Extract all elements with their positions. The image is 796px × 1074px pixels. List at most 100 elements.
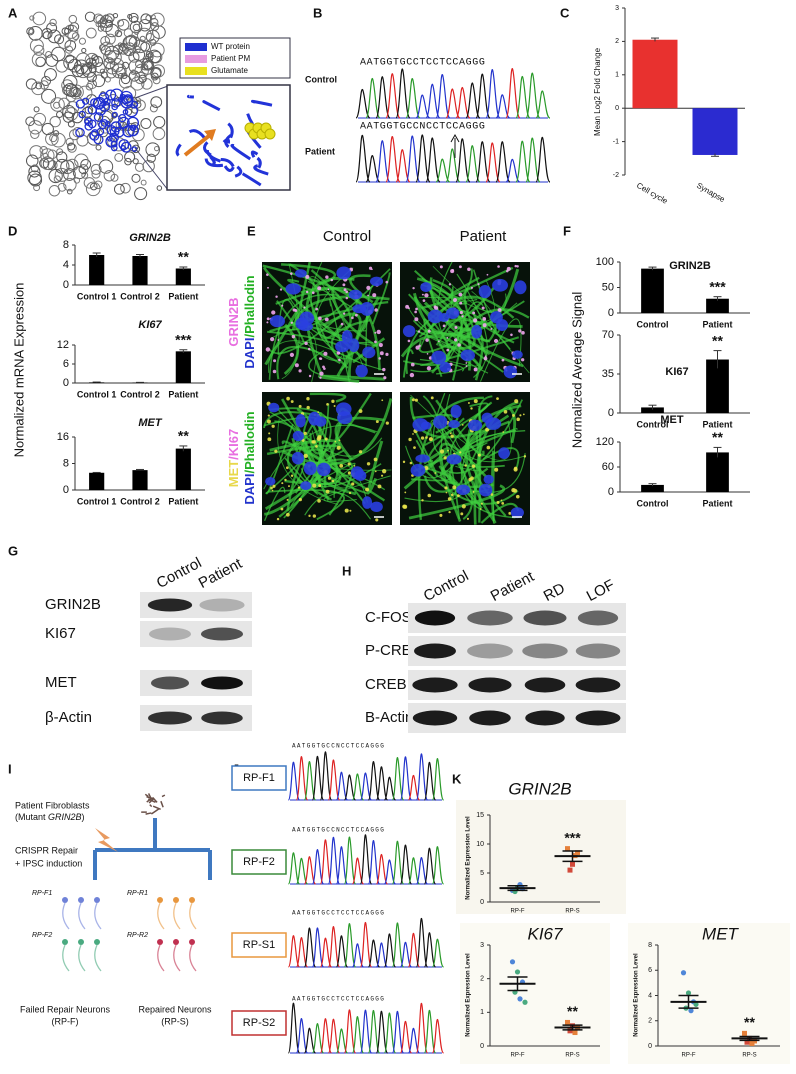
protein-chain <box>150 96 163 108</box>
y-tick-label: 16 <box>57 431 69 443</box>
protein-chain <box>26 27 35 36</box>
marker-signal <box>344 508 349 513</box>
marker-signal <box>459 301 463 305</box>
marker-signal <box>378 357 381 360</box>
protein-chain <box>40 156 55 171</box>
row-label: B-Actin <box>365 709 413 726</box>
marker-signal <box>375 420 379 424</box>
marker-signal <box>267 286 269 289</box>
marker-signal <box>374 331 377 334</box>
bar <box>706 298 729 313</box>
marker-signal <box>412 286 415 290</box>
protein-chain <box>35 82 43 90</box>
inset-ribbon <box>250 150 259 158</box>
marker-signal <box>292 308 296 312</box>
marker-signal <box>477 453 481 457</box>
marker-signal <box>421 499 424 502</box>
marker-signal <box>409 372 415 378</box>
panel-label: K <box>452 771 462 786</box>
pm-arrow <box>183 133 212 157</box>
protein-chain <box>142 57 149 64</box>
protein-chain <box>95 144 102 151</box>
wt-domain <box>113 126 125 138</box>
neuron-axon <box>62 902 70 930</box>
marker-signal <box>382 367 386 372</box>
source-note-part: ) <box>82 812 85 822</box>
chromatogram-peak <box>367 1009 381 1054</box>
marker-signal <box>318 316 322 321</box>
marker-signal <box>405 304 410 309</box>
y-tick-label: -1 <box>613 138 619 145</box>
protein-chain <box>154 145 160 152</box>
marker-signal <box>448 283 452 286</box>
chromatogram-peak <box>423 761 437 801</box>
x-tick-label: Control <box>637 498 669 508</box>
protein-chain <box>29 145 44 160</box>
marker-signal <box>453 298 457 302</box>
protein-chain <box>78 164 89 175</box>
protein-chain <box>29 15 35 21</box>
data-point <box>693 1001 699 1007</box>
wt-domain <box>111 103 118 111</box>
protein-chain <box>41 122 54 136</box>
y-tick-label: 8 <box>63 457 69 469</box>
marker-signal <box>459 310 463 315</box>
protein-chain <box>45 54 59 67</box>
phalloidin-fiber <box>268 293 340 380</box>
protein-chain <box>117 18 130 31</box>
marker-signal <box>421 293 424 296</box>
data-point <box>565 1019 570 1025</box>
marker-signal <box>266 273 269 276</box>
outcome-name: Failed Repair Neurons <box>20 1004 111 1014</box>
inset-ribbon <box>253 164 269 176</box>
inset-ribbon <box>224 133 232 148</box>
panel-label: B <box>313 5 322 20</box>
marker-signal <box>430 396 434 400</box>
marker-signal <box>519 414 522 417</box>
protein-chain <box>111 63 127 79</box>
y-tick-label: 2 <box>615 38 619 45</box>
dapi-nucleus <box>490 311 503 324</box>
protein-chain <box>65 54 75 64</box>
bar <box>706 359 729 413</box>
y-tick-label: 6 <box>63 358 69 370</box>
marker-signal <box>379 351 384 356</box>
protein-chain <box>153 116 166 129</box>
y-tick-label: 10 <box>476 841 484 848</box>
marker-signal <box>354 313 358 317</box>
protein-chain <box>141 63 149 71</box>
row-label: Patient <box>305 146 335 156</box>
pm-arrow-head <box>204 129 216 141</box>
protein-chain <box>91 54 98 62</box>
marker-signal <box>298 369 302 373</box>
chromatogram-peak <box>431 938 445 968</box>
marker-signal <box>298 404 302 408</box>
marker-signal <box>334 440 337 443</box>
y-axis-label: Normalized Expression Level <box>634 953 640 1037</box>
data-point <box>514 969 521 975</box>
protein-chain <box>81 47 87 54</box>
marker-signal <box>460 512 464 516</box>
y-tick-label: 8 <box>63 239 69 251</box>
y-axis-label: Normalized Expression Level <box>466 816 472 900</box>
chromatogram <box>287 834 445 885</box>
protein-chain <box>76 134 89 147</box>
data-point <box>570 861 575 867</box>
neuron-soma <box>157 939 163 945</box>
marker-signal <box>279 288 283 291</box>
y-tick-label: 60 <box>602 461 614 473</box>
marker-signal <box>415 307 418 311</box>
blot-band <box>150 676 190 690</box>
x-tick-label: Control <box>637 319 669 329</box>
dapi-nucleus <box>285 283 301 295</box>
marker-signal <box>516 417 520 422</box>
neuron-axon <box>173 902 181 930</box>
chromatogram-peak <box>367 761 381 801</box>
marker-signal <box>373 457 378 462</box>
protein-chain <box>87 79 97 90</box>
phalloidin-fiber <box>315 267 383 371</box>
marker-signal <box>496 397 499 401</box>
marker-signal <box>351 482 355 486</box>
dapi-nucleus <box>450 404 462 419</box>
protein-chain <box>65 137 74 147</box>
